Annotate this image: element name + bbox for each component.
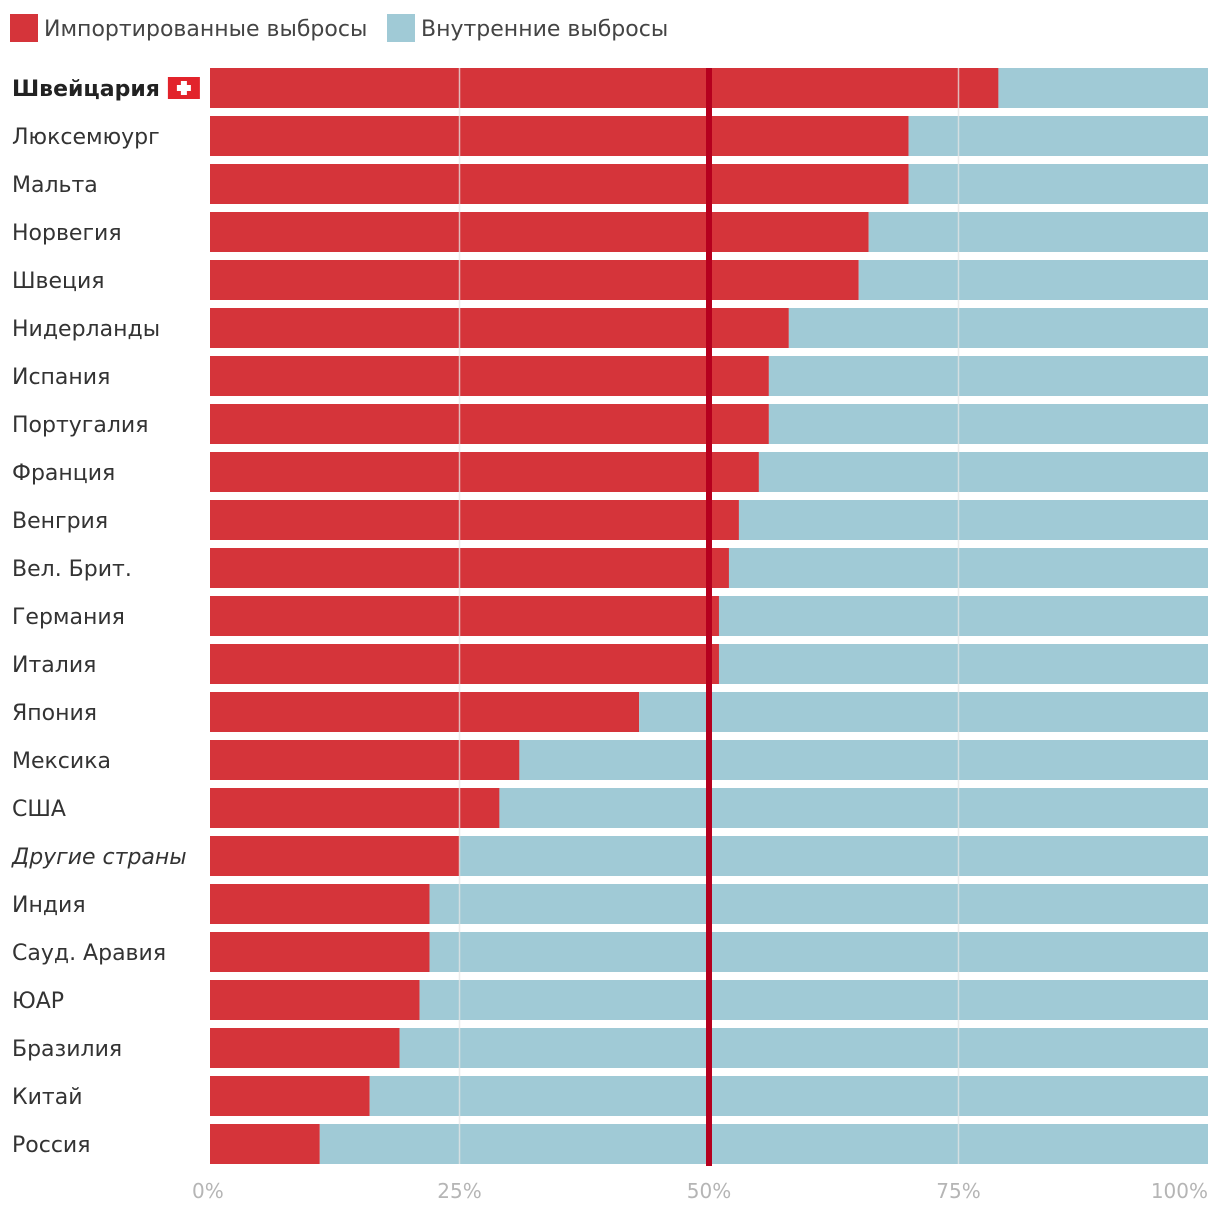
bar-domestic-12 xyxy=(718,644,1208,684)
tick-label-3: 75% xyxy=(936,1179,980,1203)
bar-domestic-15 xyxy=(499,788,1208,828)
bar-domestic-14 xyxy=(519,740,1208,780)
flag-cross-horizontal xyxy=(176,85,191,91)
category-label-18: Сауд. Аравия xyxy=(12,941,166,966)
category-label-10: Вел. Брит. xyxy=(12,557,132,582)
bar-imported-9 xyxy=(210,500,739,540)
bar-imported-17 xyxy=(210,884,430,924)
category-label-12: Италия xyxy=(12,653,96,678)
category-label-21: Китай xyxy=(12,1085,83,1110)
bars xyxy=(210,68,1209,1164)
bar-domestic-18 xyxy=(429,932,1208,972)
category-label-7: Португалия xyxy=(12,413,148,438)
bar-imported-4 xyxy=(210,260,859,300)
bar-imported-8 xyxy=(210,452,759,492)
bar-imported-18 xyxy=(210,932,430,972)
bar-domestic-19 xyxy=(419,980,1209,1020)
bar-domestic-3 xyxy=(868,212,1208,252)
bar-imported-14 xyxy=(210,740,520,780)
legend-label-0: Импортированные выбросы xyxy=(44,17,367,42)
legend-label-1: Внутренние выбросы xyxy=(421,17,668,42)
bar-imported-10 xyxy=(210,548,729,588)
bar-domestic-21 xyxy=(369,1076,1208,1116)
bar-domestic-6 xyxy=(768,356,1208,396)
category-label-6: Испания xyxy=(12,365,110,390)
bar-imported-11 xyxy=(210,596,719,636)
bar-imported-6 xyxy=(210,356,769,396)
category-label-0: Швейцария xyxy=(12,77,160,102)
bar-imported-13 xyxy=(210,692,640,732)
tick-label-4: 100% xyxy=(1151,1179,1208,1203)
bar-domestic-11 xyxy=(718,596,1208,636)
category-label-3: Норвегия xyxy=(12,221,122,246)
bar-imported-16 xyxy=(210,836,460,876)
tick-label-0: 0% xyxy=(192,1179,224,1203)
bar-imported-5 xyxy=(210,308,789,348)
swiss-flag-icon xyxy=(167,77,200,99)
bar-domestic-2 xyxy=(908,164,1208,204)
category-label-13: Япония xyxy=(12,701,97,726)
legend-swatch-1 xyxy=(387,14,415,42)
category-label-11: Германия xyxy=(12,605,125,630)
category-label-1: Люксемюург xyxy=(12,125,160,150)
bar-imported-19 xyxy=(210,980,420,1020)
x-axis-ticks: 0% 25% 50% 75% 100% xyxy=(192,1179,1208,1203)
gridlines xyxy=(458,68,960,1164)
bar-domestic-4 xyxy=(858,260,1208,300)
category-label-14: Мексика xyxy=(12,749,111,774)
bar-domestic-10 xyxy=(728,548,1208,588)
bar-imported-1 xyxy=(210,116,909,156)
bar-domestic-20 xyxy=(399,1028,1208,1068)
bar-imported-0 xyxy=(210,68,999,108)
bar-imported-20 xyxy=(210,1028,400,1068)
bar-domestic-22 xyxy=(319,1124,1208,1164)
bar-imported-12 xyxy=(210,644,719,684)
category-label-20: Бразилия xyxy=(12,1037,122,1062)
bar-domestic-8 xyxy=(758,452,1208,492)
category-label-2: Мальта xyxy=(12,173,98,198)
bar-imported-21 xyxy=(210,1076,370,1116)
category-labels: Швейцария Люксемюург Мальта Норвегия Швеция Н… xyxy=(11,77,200,1158)
tick-label-1: 25% xyxy=(437,1179,481,1203)
bar-domestic-7 xyxy=(768,404,1208,444)
category-label-22: Россия xyxy=(12,1133,90,1158)
bar-imported-3 xyxy=(210,212,869,252)
bar-domestic-0 xyxy=(998,68,1208,108)
category-label-4: Швеция xyxy=(12,269,105,294)
category-label-17: Индия xyxy=(12,893,86,918)
category-label-19: ЮАР xyxy=(12,989,64,1014)
category-label-15: США xyxy=(12,797,66,822)
bar-imported-22 xyxy=(210,1124,320,1164)
legend-swatch-0 xyxy=(10,14,38,42)
legend: Импортированные выбросы Внутренние выброс… xyxy=(10,14,668,42)
bar-imported-15 xyxy=(210,788,500,828)
category-label-16: Другие страны xyxy=(11,845,187,870)
category-label-9: Венгрия xyxy=(12,509,108,534)
bar-imported-7 xyxy=(210,404,769,444)
category-label-8: Франция xyxy=(12,461,115,486)
bar-domestic-17 xyxy=(429,884,1208,924)
category-label-5: Нидерланды xyxy=(12,317,160,342)
bar-domestic-9 xyxy=(738,500,1208,540)
bar-domestic-1 xyxy=(908,116,1208,156)
tick-label-2: 50% xyxy=(687,1179,731,1203)
bar-domestic-13 xyxy=(639,692,1208,732)
bar-domestic-16 xyxy=(459,836,1208,876)
bar-imported-2 xyxy=(210,164,909,204)
bar-domestic-5 xyxy=(788,308,1208,348)
